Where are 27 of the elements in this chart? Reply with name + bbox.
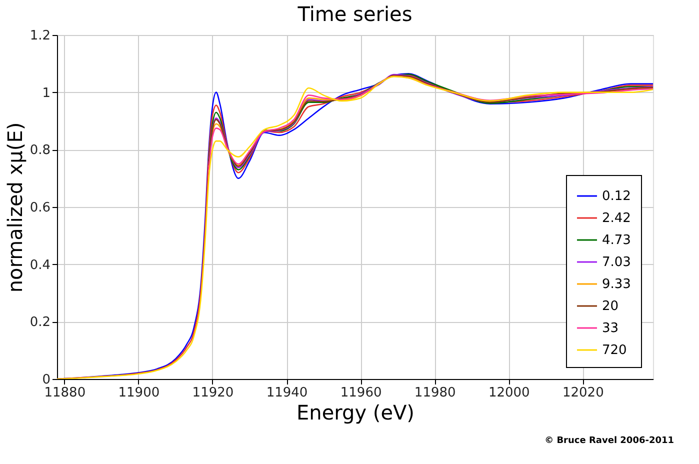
- x-tick-label: 11960: [340, 386, 382, 400]
- y-tick-label: 0.8: [30, 143, 50, 158]
- x-tick-label: 11920: [192, 386, 234, 400]
- y-tick-label: 0.4: [30, 258, 50, 273]
- legend-label: 33: [602, 321, 619, 336]
- legend-label: 2.42: [602, 211, 631, 226]
- x-tick-label: 11900: [118, 386, 160, 400]
- y-tick-label: 0.6: [30, 200, 50, 216]
- y-tick-label: 0: [42, 372, 50, 388]
- x-tick-label: 12000: [488, 386, 530, 400]
- x-tick-label: 11940: [266, 386, 308, 400]
- y-tick-label: 1.2: [30, 28, 50, 44]
- x-tick-label: 11980: [414, 386, 456, 400]
- chart-title: Time series: [296, 2, 412, 26]
- legend-label: 720: [602, 343, 627, 358]
- legend-label: 20: [602, 299, 619, 314]
- x-axis-title: Energy (eV): [296, 400, 414, 424]
- x-tick-label: 11880: [44, 386, 86, 400]
- legend-label: 9.33: [602, 277, 631, 292]
- y-axis-title: normalized xμ(E): [2, 122, 27, 293]
- legend-label: 7.03: [602, 255, 631, 270]
- legend-label: 4.73: [602, 233, 631, 248]
- legend-label: 0.12: [602, 189, 631, 204]
- x-tick-label: 12020: [562, 386, 604, 400]
- y-tick-label: 0.2: [30, 315, 50, 330]
- y-tick-label: 1: [42, 86, 50, 101]
- text: © Bruce Ravel 2006-2011: [544, 436, 674, 446]
